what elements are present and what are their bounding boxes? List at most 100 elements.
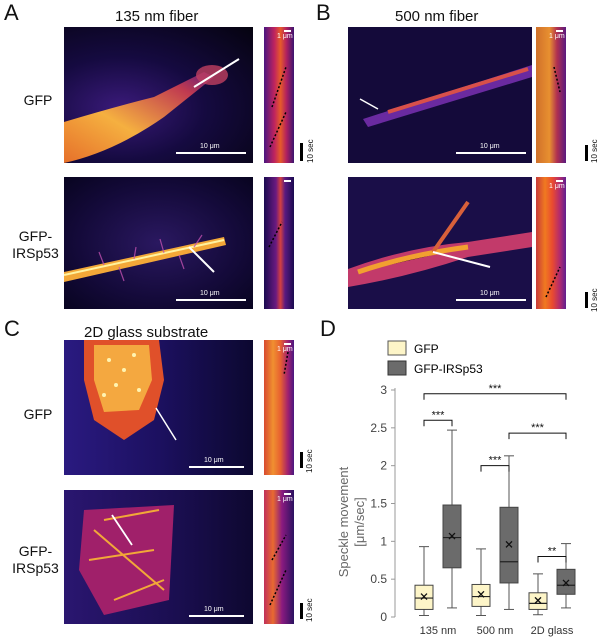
micrograph-c-irsp53-image bbox=[79, 505, 174, 615]
panel-b-title: 500 nm fiber bbox=[395, 8, 479, 25]
scalebar-label: 10 μm bbox=[204, 606, 224, 613]
kymo-scalebar-label: 1 μm bbox=[277, 496, 293, 503]
panel-letter-c: C bbox=[4, 316, 20, 341]
kymo-scalebar-label: 1 μm bbox=[549, 33, 565, 40]
box-mean-marker bbox=[477, 590, 485, 598]
kymo-scalebar bbox=[284, 180, 291, 182]
significance-label: *** bbox=[489, 383, 503, 395]
panel-letter-a: A bbox=[4, 0, 19, 25]
kymo-track-lines bbox=[545, 266, 561, 298]
micrograph-c-gfp-image bbox=[84, 340, 177, 441]
y-axis-ticks: 0 0.5 1 1.5 2 2.5 3 bbox=[370, 383, 395, 624]
time-scalebar bbox=[300, 452, 303, 468]
legend-swatch-gfp bbox=[387, 340, 407, 356]
box-rect bbox=[556, 568, 576, 595]
significance-layer: ************** bbox=[423, 383, 567, 563]
y-tick-label: 3 bbox=[380, 383, 387, 397]
row-label-line2: IRSp53 bbox=[12, 560, 59, 576]
scalebar bbox=[189, 615, 244, 617]
x-axis-ticks: 135 nm 500 nm 2D glass bbox=[420, 625, 574, 637]
y-tick-label: 0.5 bbox=[370, 572, 387, 586]
micrograph-b-irsp53: 10 μm bbox=[348, 177, 532, 309]
micrograph-b-gfp: 10 μm bbox=[348, 27, 532, 163]
time-label: 10 sec bbox=[590, 288, 599, 312]
significance-label: *** bbox=[489, 455, 503, 467]
scalebar bbox=[189, 466, 244, 468]
box-mean-marker bbox=[448, 532, 456, 540]
kymograph-c-gfp: 1 μm bbox=[264, 340, 294, 475]
legend-label-gfp: GFP bbox=[414, 342, 439, 356]
significance-bracket bbox=[508, 432, 567, 440]
row-label-gfp-a: GFP bbox=[23, 92, 53, 108]
scalebar bbox=[176, 299, 246, 301]
y-axis-label-line2: [μm/sec] bbox=[352, 497, 367, 546]
box-mean-marker bbox=[534, 596, 542, 604]
scalebar bbox=[176, 152, 246, 154]
micrograph-a-gfp: 10 μm bbox=[64, 27, 253, 163]
x-tick-label: 135 nm bbox=[420, 625, 457, 637]
time-scalebar bbox=[585, 145, 588, 161]
y-tick-label: 0 bbox=[380, 610, 387, 624]
y-tick-label: 1 bbox=[380, 534, 387, 548]
significance-label: ** bbox=[548, 545, 557, 557]
significance-label: *** bbox=[432, 409, 446, 421]
scalebar bbox=[456, 299, 526, 301]
kymograph-a-irsp53 bbox=[264, 177, 294, 309]
micrograph-b-irsp53-image bbox=[348, 200, 532, 287]
row-label-line1: GFP- bbox=[18, 543, 53, 559]
time-label: 10 sec bbox=[305, 598, 314, 622]
scalebar-label: 10 μm bbox=[480, 290, 500, 297]
kymograph-b-irsp53: 1 μm bbox=[536, 177, 566, 309]
kymo-scalebar-label: 1 μm bbox=[549, 183, 565, 190]
time-label: 10 sec bbox=[590, 139, 599, 163]
kymo-scalebar bbox=[556, 30, 563, 32]
micrograph-c-irsp53: 10 μm bbox=[64, 490, 253, 624]
scalebar-label: 10 μm bbox=[204, 457, 224, 464]
box-mean-marker bbox=[505, 540, 513, 548]
kymo-scalebar bbox=[556, 180, 563, 182]
micrograph-a-irsp53: 10 μm bbox=[64, 177, 253, 309]
row-label-irsp53-c: GFP- IRSp53 bbox=[8, 543, 63, 577]
time-scalebar bbox=[300, 603, 303, 619]
y-tick-label: 2 bbox=[380, 459, 387, 473]
panel-a-title: 135 nm fiber bbox=[115, 8, 199, 25]
x-tick-label: 500 nm bbox=[477, 625, 514, 637]
kymo-scalebar bbox=[284, 30, 291, 32]
time-label: 10 sec bbox=[305, 449, 314, 473]
time-label: 10 sec bbox=[306, 139, 315, 163]
kymo-scalebar-label: 1 μm bbox=[277, 346, 293, 353]
kymo-scalebar bbox=[284, 493, 291, 495]
panel-letter-b: B bbox=[316, 0, 331, 25]
row-label-irsp53-a: GFP- IRSp53 bbox=[8, 228, 63, 262]
box-plot-chart: GFP GFP-IRSp53 Speckle movement [μm/sec]… bbox=[336, 340, 576, 637]
y-tick-label: 1.5 bbox=[370, 497, 387, 511]
kymo-track-lines bbox=[269, 66, 287, 148]
scalebar-label: 10 μm bbox=[200, 290, 220, 297]
scalebar-label: 10 μm bbox=[480, 143, 500, 150]
time-scalebar bbox=[585, 292, 588, 308]
micrograph-a-gfp-image bbox=[64, 58, 240, 163]
row-label-line1: GFP- bbox=[18, 228, 53, 244]
kymo-scalebar-label: 1 μm bbox=[277, 33, 293, 40]
micrograph-a-irsp53-image bbox=[64, 234, 226, 282]
box-rect bbox=[471, 583, 491, 607]
y-axis-label-line1: Speckle movement bbox=[336, 466, 351, 577]
panel-letter-d: D bbox=[320, 316, 336, 341]
row-label-gfp-c: GFP bbox=[23, 406, 53, 422]
boxes-layer bbox=[414, 429, 576, 616]
y-tick-label: 2.5 bbox=[370, 421, 387, 435]
kymo-track-lines bbox=[268, 221, 283, 248]
significance-bracket bbox=[423, 419, 453, 427]
kymograph-c-irsp53: 1 μm bbox=[264, 490, 294, 624]
scalebar-label: 10 μm bbox=[200, 143, 220, 150]
kymo-track-lines bbox=[269, 534, 287, 606]
x-tick-label: 2D glass bbox=[531, 625, 574, 637]
kymograph-a-gfp: 1 μm bbox=[264, 27, 294, 163]
significance-label: *** bbox=[531, 422, 545, 434]
kymograph-b-gfp: 1 μm bbox=[536, 27, 566, 163]
kymo-scalebar bbox=[284, 343, 291, 345]
box-mean-marker bbox=[562, 579, 570, 587]
significance-bracket bbox=[423, 393, 567, 400]
significance-bracket bbox=[537, 555, 567, 563]
scalebar bbox=[456, 152, 526, 154]
